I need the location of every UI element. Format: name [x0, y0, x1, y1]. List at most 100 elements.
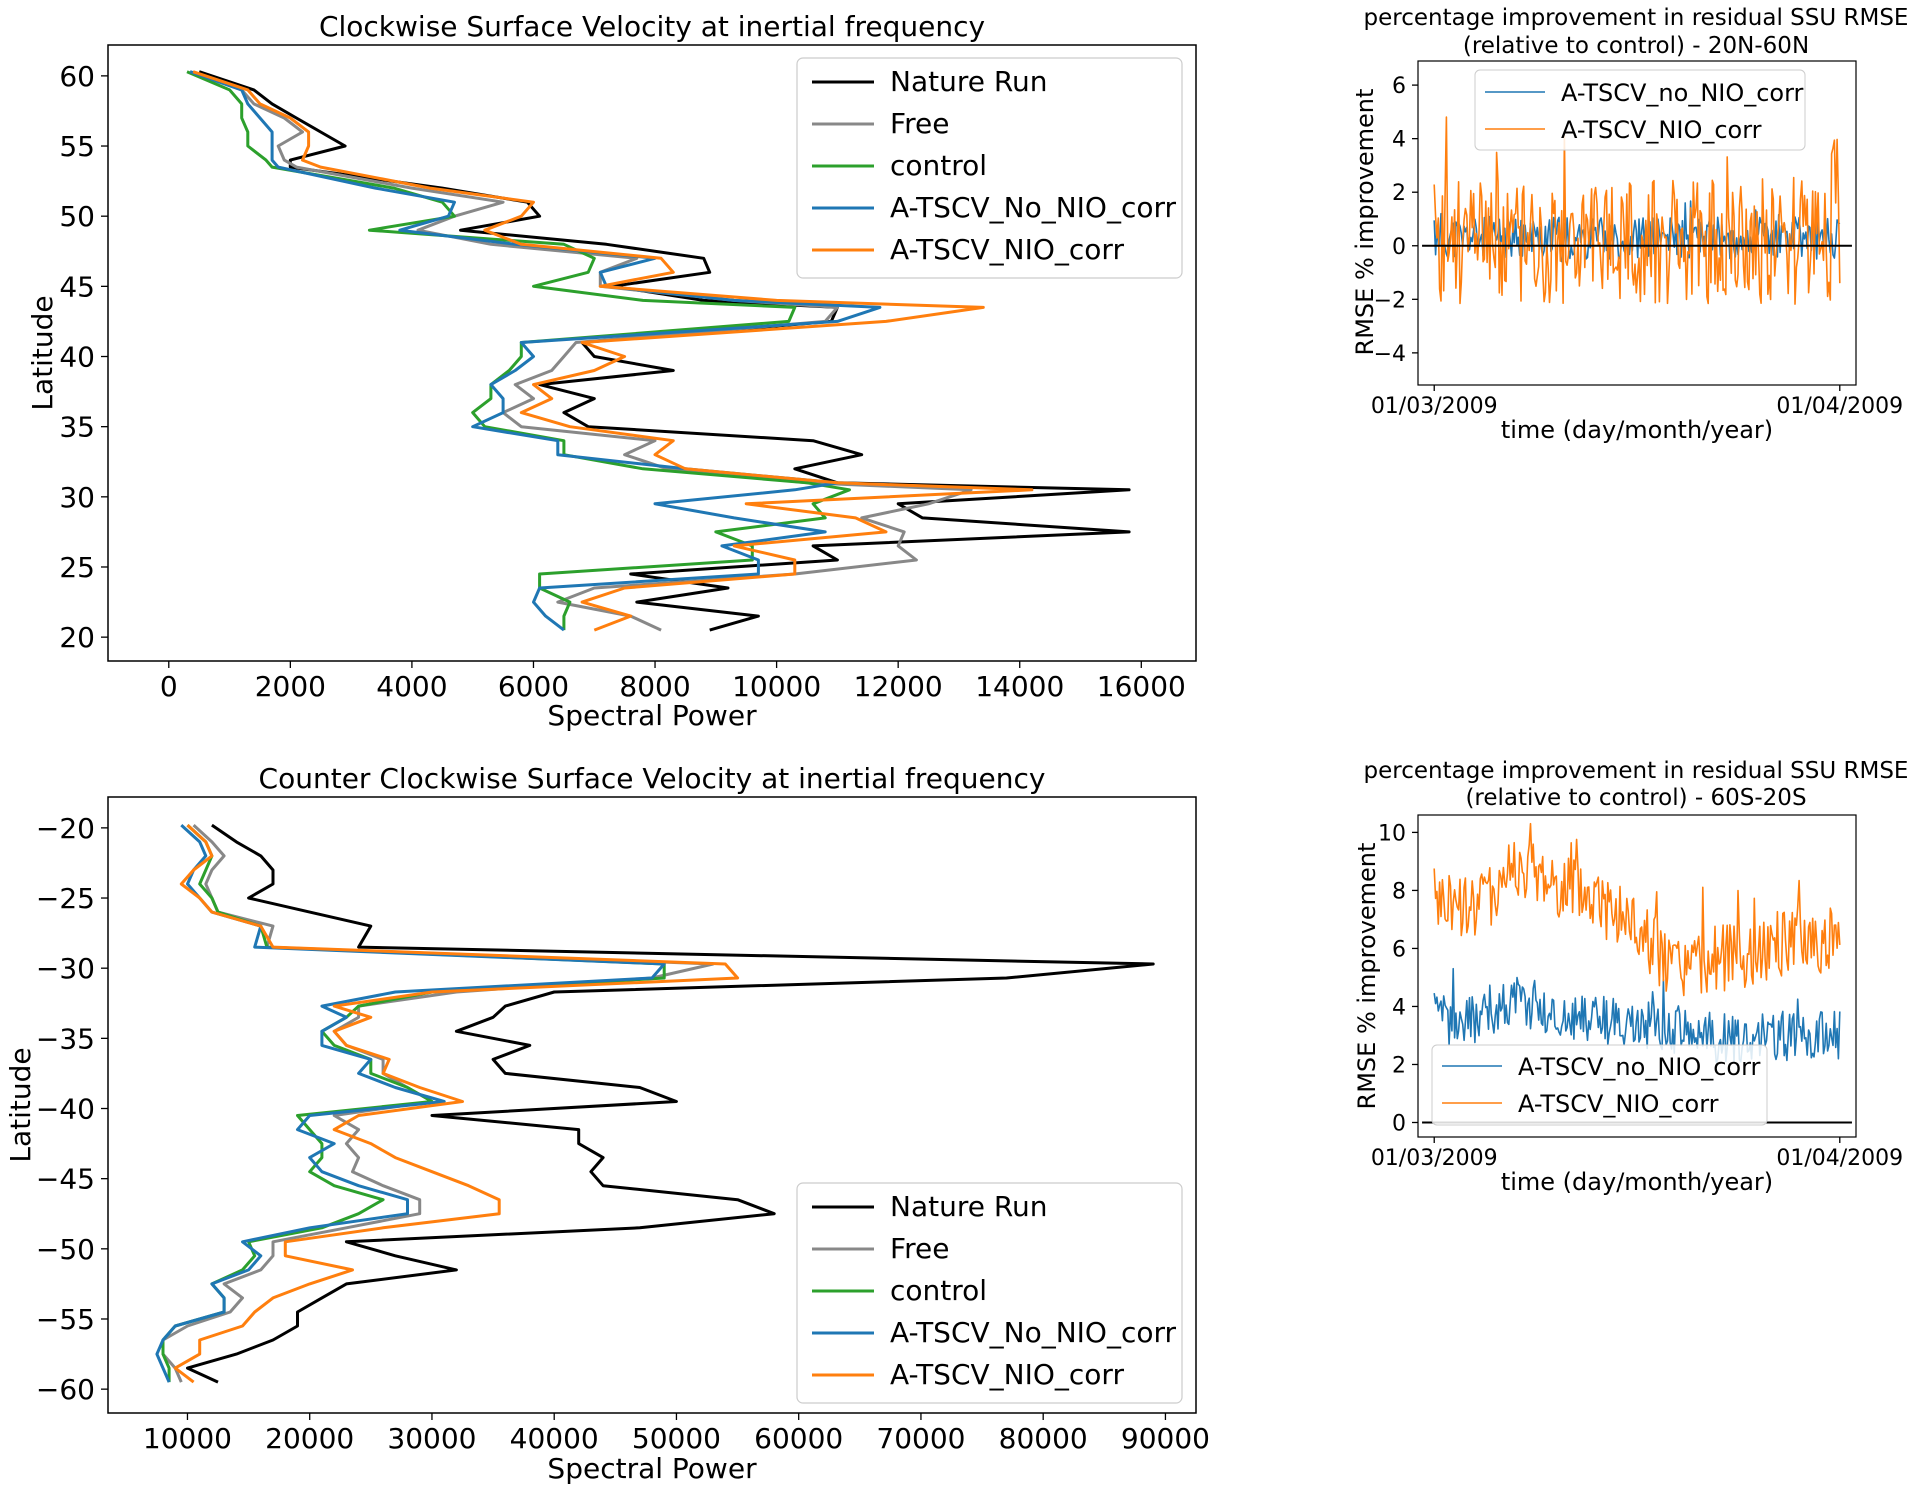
y-tick-label: 50: [59, 200, 95, 233]
y-tick-label: −20: [36, 812, 95, 845]
y-tick-label: −55: [36, 1303, 95, 1336]
x-tick-label: 8000: [619, 670, 690, 703]
legend-label-a-tscv-no-nio-corr: A-TSCV_No_NIO_corr: [890, 1316, 1177, 1349]
axes-frame-south: [107, 796, 1197, 1414]
series-line-free: [189, 70, 973, 632]
series-line-a-tscv-nio-corr: [173, 823, 740, 1384]
legend-label-a-tscv-nio-corr: A-TSCV_NIO_corr: [890, 1358, 1124, 1391]
y-tick-label: 20: [59, 621, 95, 654]
panel-south: Counter Clockwise Surface Velocity at in…: [4, 762, 1210, 1485]
y-tick-label: −45: [36, 1163, 95, 1196]
legend-label-a-tscv-no-nio-corr: A-TSCV_no_NIO_corr: [1561, 79, 1804, 107]
x-tick-label: 01/03/2009: [1371, 1146, 1498, 1171]
y-tick-label: 10: [1378, 821, 1406, 846]
x-tick-label: 14000: [975, 670, 1064, 703]
chart-title-north: Clockwise Surface Velocity at inertial f…: [319, 10, 985, 43]
y-tick-label: −25: [36, 882, 95, 915]
legend-label-a-tscv-nio-corr: A-TSCV_NIO_corr: [1561, 116, 1762, 144]
x-axis-label-improve-north: time (day/month/year): [1501, 416, 1773, 444]
x-tick-label: 60000: [754, 1422, 843, 1455]
series-line-a-tscv-nio-corr: [1433, 116, 1841, 305]
plot-area-north: 0 2000 4000 6000 8000 10000 12000 14000 16000 20 2…: [59, 60, 1185, 703]
legend-box-south: [796, 1182, 1183, 1404]
x-tick-label: 12000: [854, 670, 943, 703]
legend-label-a-tscv-nio-corr: A-TSCV_NIO_corr: [890, 233, 1124, 266]
chart-title-improve-south: percentage improvement in residual SSU R…: [1364, 758, 1909, 784]
y-axis-label-south: Latitude: [4, 1047, 37, 1162]
chart-title-improve-north: percentage improvement in residual SSU R…: [1364, 5, 1909, 31]
legend-label-free: Free: [890, 1232, 949, 1265]
plot-area-improve-north: 01/03/2009 01/04/2009 −4 −2 0 2 4 6: [1371, 74, 1903, 419]
y-tick-label: −50: [36, 1233, 95, 1266]
x-tick-label: 01/04/2009: [1776, 394, 1903, 419]
y-tick-label: 25: [59, 551, 95, 584]
x-tick-label: 6000: [498, 670, 569, 703]
x-tick-label: 30000: [387, 1422, 476, 1455]
y-axis-label-improve-south: RMSE % improvement: [1353, 843, 1381, 1110]
plot-area-improve-south: 01/03/2009 01/04/2009 0 2 4 6 8 10: [1371, 821, 1903, 1171]
y-axis-label-north: Latitude: [26, 295, 59, 410]
x-tick-label: 40000: [510, 1422, 599, 1455]
legend-label-control: control: [890, 1274, 987, 1307]
y-tick-label: 6: [1392, 937, 1406, 962]
y-tick-label: 4: [1392, 995, 1406, 1020]
series-line-a-tscv-nio-corr: [192, 70, 1034, 632]
chart-subtitle-improve-south: (relative to control) - 60S-20S: [1465, 785, 1806, 811]
legend-label-nature-run: Nature Run: [890, 1190, 1048, 1223]
series-line-a-tscv-no-nio-corr: [155, 823, 666, 1383]
panel-improve-south: percentage improvement in residual SSU R…: [1353, 758, 1908, 1196]
chart-subtitle-improve-north: (relative to control) - 20N-60N: [1463, 33, 1809, 59]
x-tick-label: 4000: [376, 670, 447, 703]
legend-north: Nature Run Free control A-TSCV_No_NIO_corr A…: [796, 57, 1183, 279]
legend-box-north: [796, 57, 1183, 279]
series-line-a-tscv-nio-corr: [1433, 822, 1841, 997]
x-tick-label: 90000: [1121, 1422, 1210, 1455]
panel-improve-north: percentage improvement in residual SSU R…: [1351, 5, 1908, 444]
y-tick-label: −35: [36, 1022, 95, 1055]
y-tick-label: 60: [59, 60, 95, 93]
legend-box-improve-south: [1431, 1044, 1768, 1126]
y-axis-label-improve-north: RMSE % improvement: [1351, 89, 1379, 356]
axes-frame-improve-south: [1417, 814, 1857, 1138]
y-tick-label: 55: [59, 130, 95, 163]
legend-label-free: Free: [890, 107, 949, 140]
y-tick-label: 2: [1392, 181, 1406, 206]
y-tick-label: 0: [1392, 1111, 1406, 1136]
y-tick-label: 45: [59, 270, 95, 303]
x-tick-label: 16000: [1097, 670, 1186, 703]
y-tick-label: 35: [59, 411, 95, 444]
y-tick-label: 30: [59, 481, 95, 514]
x-tick-label: 80000: [999, 1422, 1088, 1455]
y-tick-label: −2: [1374, 288, 1406, 313]
y-tick-label: 0: [1392, 235, 1406, 260]
axes-frame-north: [107, 44, 1197, 662]
x-tick-label: 2000: [255, 670, 326, 703]
legend-label-nature-run: Nature Run: [890, 65, 1048, 98]
plot-area-south: 10000 20000 30000 40000 50000 60000 70000 80000…: [36, 812, 1210, 1455]
x-tick-label: 50000: [632, 1422, 721, 1455]
x-tick-label: 01/03/2009: [1371, 394, 1498, 419]
y-tick-label: −30: [36, 952, 95, 985]
x-tick-label: 20000: [265, 1422, 354, 1455]
x-tick-label: 10000: [732, 670, 821, 703]
x-axis-label-north: Spectral Power: [547, 699, 757, 732]
series-line-nature-run: [186, 823, 1155, 1384]
series-line-a-tscv-no-nio-corr: [1433, 967, 1841, 1064]
legend-box-improve-north: [1474, 69, 1806, 151]
x-tick-label: 70000: [876, 1422, 965, 1455]
legend-label-a-tscv-no-nio-corr: A-TSCV_no_NIO_corr: [1518, 1053, 1761, 1081]
panel-north: Clockwise Surface Velocity at inertial f…: [26, 10, 1197, 732]
x-tick-label: 01/04/2009: [1776, 1146, 1903, 1171]
x-axis-label-south: Spectral Power: [547, 1452, 757, 1485]
y-tick-label: −60: [36, 1373, 95, 1406]
axes-frame-improve-north: [1417, 60, 1857, 386]
y-tick-label: −40: [36, 1093, 95, 1126]
y-tick-label: 2: [1392, 1053, 1406, 1078]
x-axis-label-improve-south: time (day/month/year): [1501, 1168, 1773, 1196]
series-line-a-tscv-no-nio-corr: [189, 70, 882, 632]
chart-title-south: Counter Clockwise Surface Velocity at in…: [259, 762, 1046, 795]
y-tick-label: 8: [1392, 879, 1406, 904]
legend-label-a-tscv-nio-corr: A-TSCV_NIO_corr: [1518, 1090, 1719, 1118]
x-tick-label: 0: [160, 670, 178, 703]
